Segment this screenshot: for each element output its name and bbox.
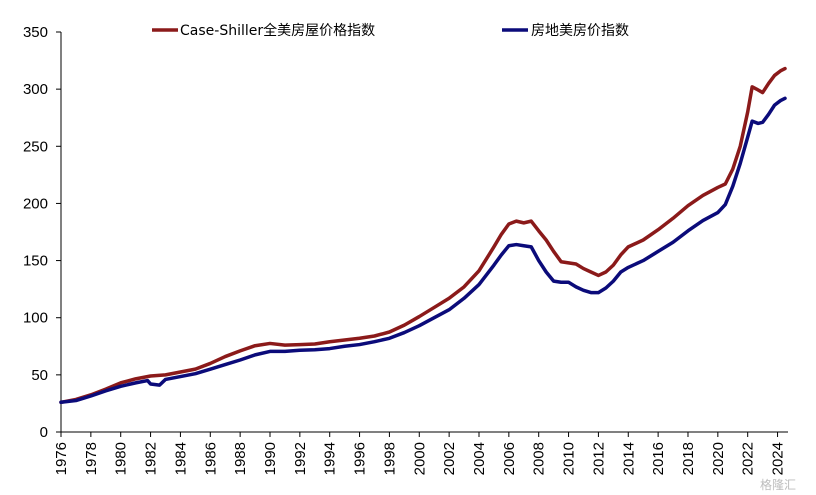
- x-tick-label: 2024: [770, 442, 787, 475]
- x-tick-label: 2008: [531, 442, 548, 475]
- x-tick-label: 2004: [471, 442, 488, 475]
- y-tick-label: 200: [23, 195, 48, 212]
- x-tick-label: 1986: [202, 442, 219, 475]
- x-tick-label: 2014: [620, 442, 637, 475]
- y-axis-ticks: 0 50 100 150 200 250 300 350: [23, 24, 61, 441]
- x-tick-label: 1980: [113, 442, 130, 475]
- series-line-freddie-mac: [59, 96, 787, 405]
- y-tick-label: 50: [31, 367, 48, 384]
- legend-label-case-shiller: Case-Shiller全美房屋价格指数: [180, 22, 375, 39]
- x-tick-label: 1982: [143, 442, 160, 475]
- legend: Case-Shiller全美房屋价格指数 房地美房价指数: [152, 22, 629, 39]
- x-tick-label: 2002: [441, 442, 458, 475]
- y-tick-label: 150: [23, 253, 48, 270]
- x-tick-label: 1984: [172, 442, 189, 475]
- x-tick-label: 1994: [322, 442, 339, 475]
- x-axis-ticks: 1976 1978 1980 1982 1984 1986 1988 1990 1992 1994…: [53, 432, 787, 475]
- watermark: 格隆汇: [760, 477, 796, 492]
- x-tick-label: 1978: [83, 442, 100, 475]
- y-tick-label: 250: [23, 138, 48, 155]
- x-tick-label: 2016: [650, 442, 667, 475]
- x-tick-label: 2010: [561, 442, 578, 475]
- series-lines: [59, 66, 787, 405]
- x-tick-label: 2018: [680, 442, 697, 475]
- y-tick-label: 100: [23, 310, 48, 327]
- y-tick-label: 0: [40, 424, 48, 441]
- y-tick-label: 350: [23, 24, 48, 41]
- x-tick-label: 1998: [381, 442, 398, 475]
- x-tick-label: 1988: [232, 442, 249, 475]
- x-tick-label: 2020: [710, 442, 727, 475]
- x-tick-label: 2022: [740, 442, 757, 475]
- x-tick-label: 2012: [590, 442, 607, 475]
- y-tick-label: 300: [23, 81, 48, 98]
- legend-label-freddie-mac: 房地美房价指数: [531, 23, 629, 39]
- x-tick-label: 2006: [501, 442, 518, 475]
- x-tick-label: 2000: [411, 442, 428, 475]
- axes: [60, 32, 788, 433]
- x-tick-label: 1976: [53, 442, 70, 475]
- x-tick-label: 1996: [352, 442, 369, 475]
- series-line-case-shiller: [59, 66, 787, 405]
- x-tick-label: 1990: [262, 442, 279, 475]
- x-tick-label: 1992: [292, 442, 309, 475]
